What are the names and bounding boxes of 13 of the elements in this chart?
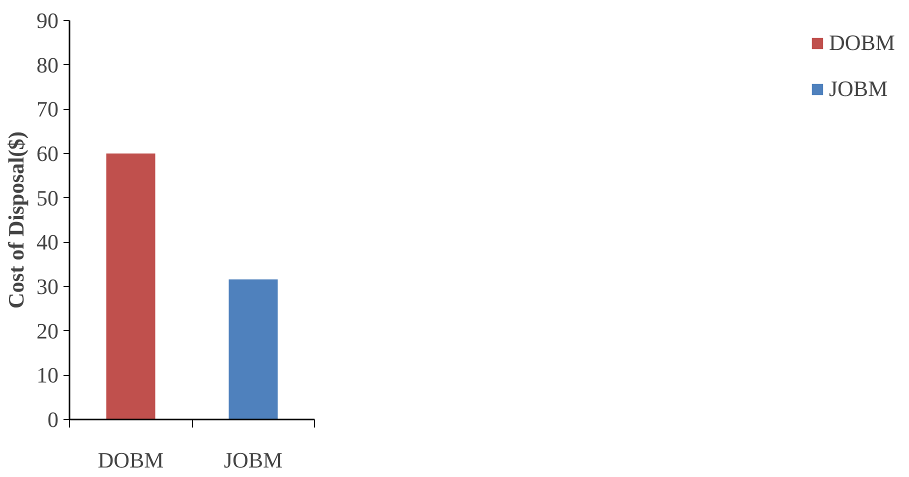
y-axis-title: Cost of Disposal($) xyxy=(4,131,28,309)
y-tick-label: 50 xyxy=(36,185,58,210)
y-tick-label: 30 xyxy=(36,274,58,299)
y-tick-label: 40 xyxy=(36,230,58,255)
y-tick-label: 90 xyxy=(36,8,58,33)
y-tick-label: 10 xyxy=(36,362,58,388)
y-tick-label: 60 xyxy=(36,141,58,166)
y-tick-label: 70 xyxy=(36,96,58,122)
y-tick-label: 0 xyxy=(48,407,58,432)
y-tick-label: 20 xyxy=(36,318,58,344)
y-tick-label: 80 xyxy=(36,52,58,78)
legend-label: DOBM xyxy=(828,30,895,56)
legend-label: JOBM xyxy=(828,76,888,102)
